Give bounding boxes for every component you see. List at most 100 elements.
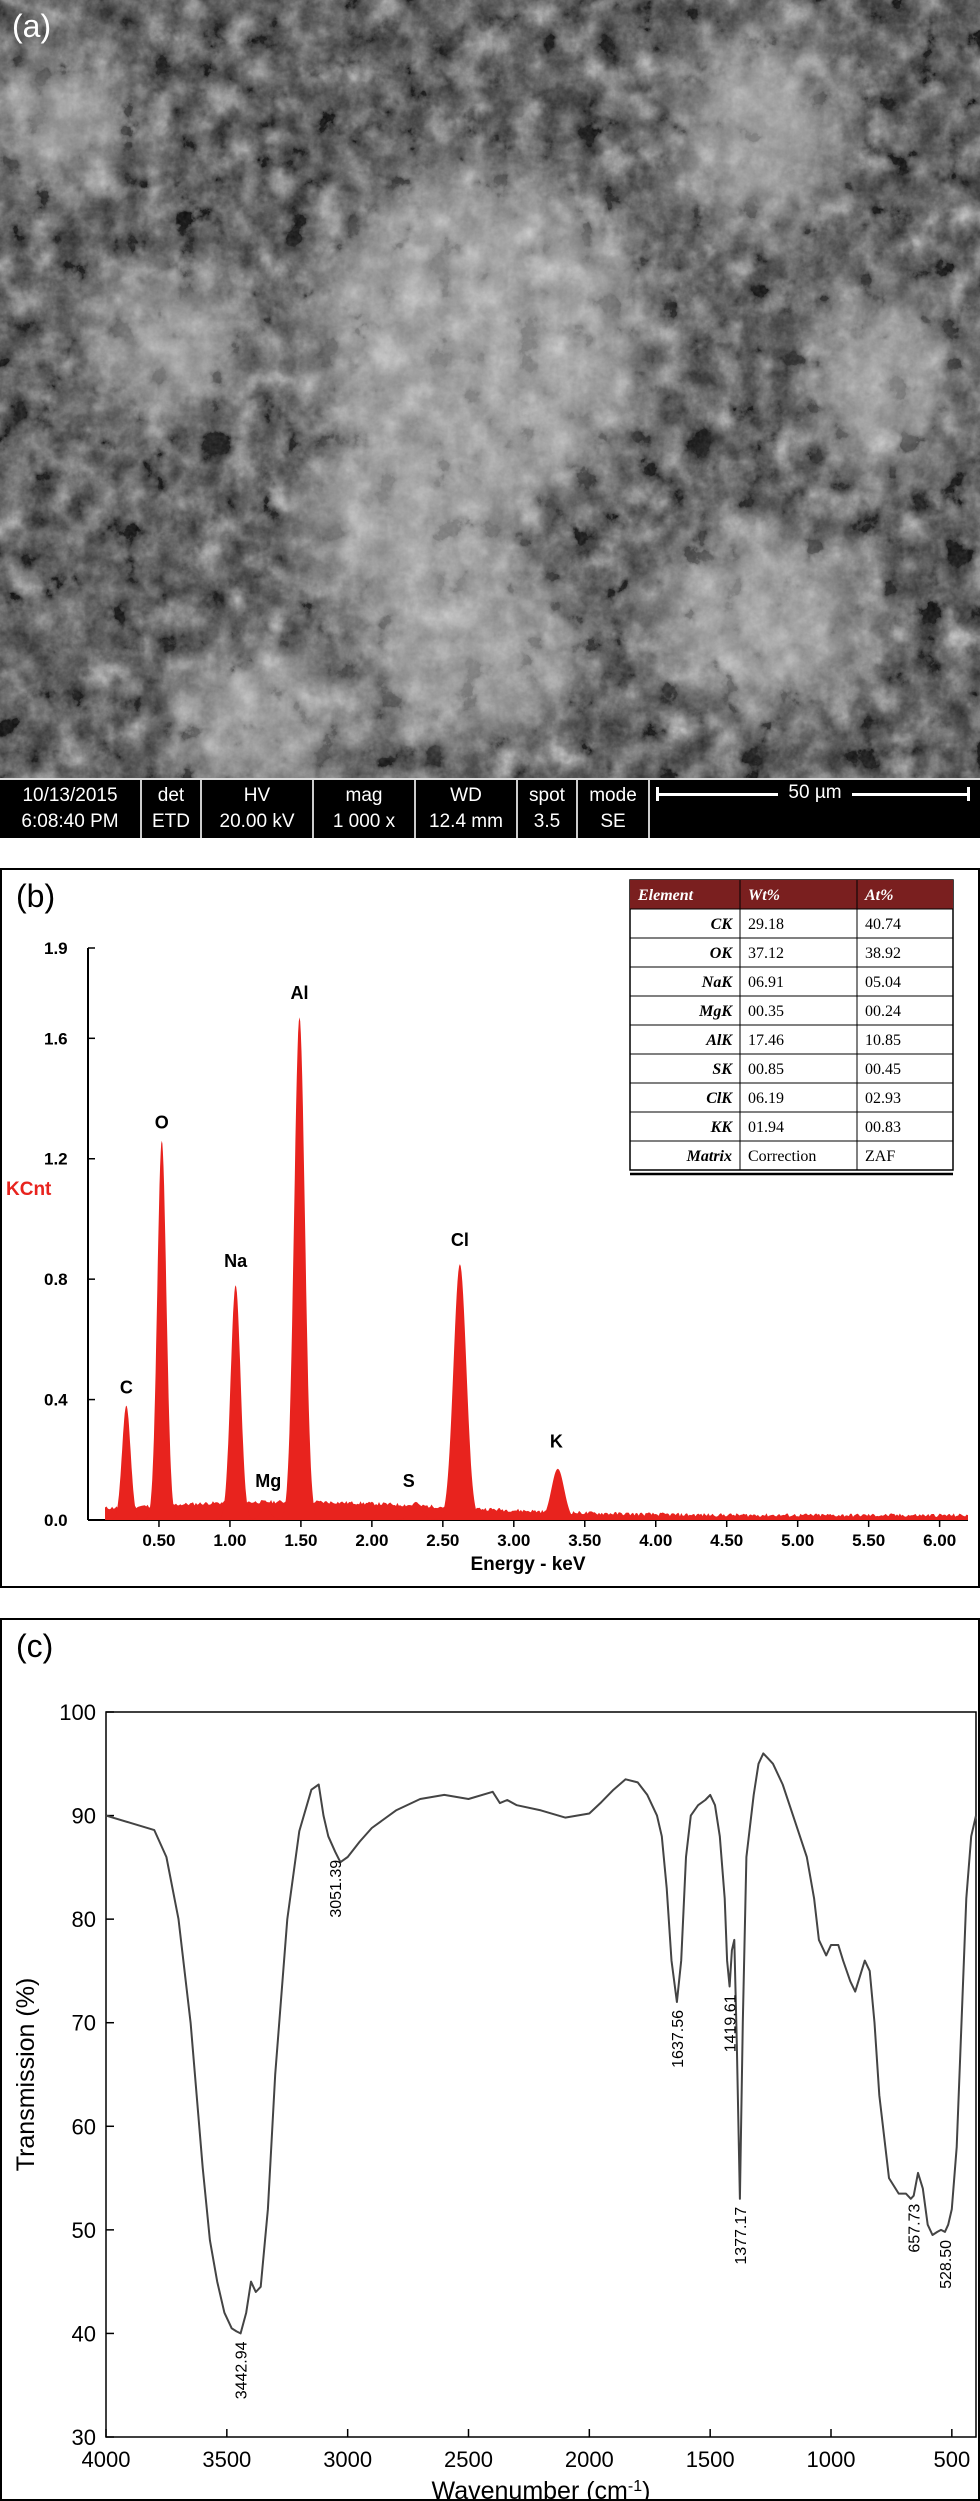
ftir-x-tick-label: 4000 bbox=[82, 2447, 131, 2472]
eds-panel: 0.0 0.4 0.8 1.2 1.6 1.9 0.50 1.00 1.50 2.00 2.50 3.… bbox=[0, 868, 980, 1588]
eds-table-cell: NaK bbox=[701, 974, 734, 991]
ftir-y-axis-label: Transmission (%) bbox=[12, 1978, 40, 2172]
eds-table-cell: 17.46 bbox=[748, 1032, 784, 1049]
eds-table-cell: AlK bbox=[705, 1032, 733, 1049]
eds-table-cell: CK bbox=[711, 916, 734, 933]
eds-table-cell: SK bbox=[712, 1061, 733, 1078]
eds-peak-label: Na bbox=[224, 1251, 248, 1271]
ftir-x-tick-label: 3000 bbox=[323, 2447, 372, 2472]
eds-x-tick-label: 5.50 bbox=[852, 1531, 885, 1550]
eds-peak-label: K bbox=[550, 1432, 563, 1452]
eds-peak-o bbox=[143, 1140, 180, 1520]
eds-peak-s bbox=[393, 1501, 439, 1520]
ftir-y-tick-label: 40 bbox=[72, 2321, 96, 2346]
eds-x-tick-label: 3.50 bbox=[568, 1531, 601, 1550]
ftir-axes: 30 40 50 60 70 80 90 100 4000 3500 3000 2500 2000 150… bbox=[12, 1700, 977, 2501]
eds-table-cell: 10.85 bbox=[865, 1032, 901, 1049]
eds-table-cell: 06.19 bbox=[748, 1090, 784, 1107]
eds-table-cell: 00.35 bbox=[748, 1003, 784, 1020]
eds-peak-label: Mg bbox=[255, 1471, 281, 1491]
ftir-x-tick-label: 2000 bbox=[565, 2447, 614, 2472]
scale-bar-label: 50 µm bbox=[778, 782, 852, 803]
sem-meta-det: det ETD bbox=[142, 780, 202, 838]
eds-y-tick-label: 1.2 bbox=[44, 1150, 68, 1169]
eds-peak-mg bbox=[245, 1508, 286, 1520]
eds-table-header-cell: Wt% bbox=[748, 887, 780, 904]
ftir-plot-border bbox=[105, 1711, 977, 2438]
eds-peak-na bbox=[215, 1285, 256, 1520]
eds-y-tick-label: 1.6 bbox=[44, 1029, 68, 1048]
eds-table-cell: KK bbox=[710, 1119, 734, 1136]
ftir-y-tick-label: 50 bbox=[72, 2218, 96, 2243]
eds-axes: 0.0 0.4 0.8 1.2 1.6 1.9 0.50 1.00 1.50 2.00 2.50 3.… bbox=[6, 939, 968, 1575]
eds-table-cell: MgK bbox=[698, 1003, 733, 1020]
ftir-y-tick-label: 80 bbox=[72, 1907, 96, 1932]
eds-table-cell: 06.91 bbox=[748, 974, 784, 991]
eds-peak-label: S bbox=[403, 1471, 415, 1491]
eds-peak-k bbox=[532, 1468, 584, 1520]
eds-y-tick-label: 0.8 bbox=[44, 1270, 68, 1289]
eds-spectrum-chart: 0.0 0.4 0.8 1.2 1.6 1.9 0.50 1.00 1.50 2.00 2.50 3.… bbox=[0, 868, 980, 1588]
eds-x-tick-label: 1.50 bbox=[284, 1531, 317, 1550]
sem-meta-mag: mag 1 000 x bbox=[314, 780, 416, 838]
eds-table-cell: 00.24 bbox=[865, 1003, 901, 1020]
eds-background-continuum bbox=[105, 1500, 968, 1520]
eds-peak-label: O bbox=[155, 1113, 169, 1133]
sem-meta-mode: mode SE bbox=[578, 780, 650, 838]
ftir-peak-annotation: 1637.56 bbox=[670, 2010, 687, 2068]
eds-plot-area bbox=[105, 1017, 968, 1520]
eds-table-cell: OK bbox=[710, 945, 734, 962]
eds-y-axis-label: KCnt bbox=[6, 1179, 52, 1200]
eds-x-tick-label: 2.50 bbox=[426, 1531, 459, 1550]
ftir-frame bbox=[0, 1618, 980, 2501]
sem-meta-date: 10/13/2015 6:08:40 PM bbox=[0, 780, 142, 838]
eds-x-tick-label: 6.00 bbox=[923, 1531, 956, 1550]
ftir-y-tick-label: 60 bbox=[72, 2114, 96, 2139]
eds-table-cell: 38.92 bbox=[865, 945, 901, 962]
ftir-y-tick-label: 30 bbox=[72, 2425, 96, 2450]
ftir-peak-annotation: 1377.17 bbox=[733, 2207, 750, 2265]
ftir-x-tick-label: 2500 bbox=[444, 2447, 493, 2472]
eds-y-tick-label: 0.0 bbox=[44, 1511, 68, 1530]
ftir-peak-annotations: 3442.94 3051.39 1637.56 1419.61 1377.17 657.7… bbox=[234, 1860, 955, 2400]
eds-peak-label: C bbox=[120, 1378, 133, 1398]
sem-micrograph bbox=[0, 0, 980, 838]
eds-table-cell: 00.85 bbox=[748, 1061, 784, 1078]
eds-x-tick-label: 0.50 bbox=[142, 1531, 175, 1550]
ftir-peak-annotation: 3051.39 bbox=[328, 1860, 345, 1918]
eds-table-cell: 01.94 bbox=[748, 1119, 784, 1136]
ftir-peak-annotation: 657.73 bbox=[907, 2204, 924, 2253]
ftir-peak-annotation: 1419.61 bbox=[723, 1994, 740, 2052]
eds-table-header-cell: Element bbox=[637, 887, 694, 904]
sem-scale-bar: 50 µm bbox=[650, 780, 980, 838]
eds-table-cell: ClK bbox=[706, 1090, 733, 1107]
eds-table-cell: 00.83 bbox=[865, 1119, 901, 1136]
eds-peak-c bbox=[109, 1405, 144, 1520]
eds-y-tick-label: 1.9 bbox=[44, 939, 68, 958]
eds-table-cell: Matrix bbox=[686, 1148, 732, 1165]
ftir-y-tick-label: 70 bbox=[72, 2011, 96, 2036]
sem-image-panel: (a) 10/13/2015 6:08:40 PM det ETD HV 20.… bbox=[0, 0, 980, 838]
ftir-x-tick-label: 3500 bbox=[202, 2447, 251, 2472]
ftir-x-tick-label: 1500 bbox=[686, 2447, 735, 2472]
eds-x-tick-label: 5.00 bbox=[781, 1531, 814, 1550]
ftir-x-axis-label: Wavenumber (cm-1) bbox=[432, 2477, 651, 2501]
eds-table-cell: ZAF bbox=[865, 1148, 895, 1165]
eds-table-cell: 37.12 bbox=[748, 945, 784, 962]
ftir-plot-area bbox=[105, 1752, 977, 2335]
ftir-peak-annotation: 528.50 bbox=[938, 2240, 955, 2289]
ftir-x-tick-label: 500 bbox=[933, 2447, 970, 2472]
eds-y-tick-label: 0.4 bbox=[44, 1391, 68, 1410]
ftir-y-tick-label: 100 bbox=[59, 1700, 96, 1725]
ftir-y-tick-label: 90 bbox=[72, 1804, 96, 1829]
eds-peak-cl bbox=[434, 1264, 486, 1520]
ftir-peak-annotation: 3442.94 bbox=[234, 2341, 251, 2399]
eds-peak-al bbox=[277, 1017, 322, 1520]
eds-composition-table: Element Wt% At% CK 29.18 40.74 OK 37.12 38.92 NaK… bbox=[629, 879, 954, 1176]
eds-peak-label: Al bbox=[290, 983, 308, 1003]
eds-x-tick-label: 4.00 bbox=[639, 1531, 672, 1550]
ftir-panel: 30 40 50 60 70 80 90 100 4000 3500 3000 2500 2000 150… bbox=[0, 1618, 980, 2501]
panel-label-b: (b) bbox=[16, 878, 56, 914]
eds-table-cell: 40.74 bbox=[865, 916, 901, 933]
ftir-spectrum-chart: 30 40 50 60 70 80 90 100 4000 3500 3000 2500 2000 150… bbox=[0, 1618, 980, 2501]
